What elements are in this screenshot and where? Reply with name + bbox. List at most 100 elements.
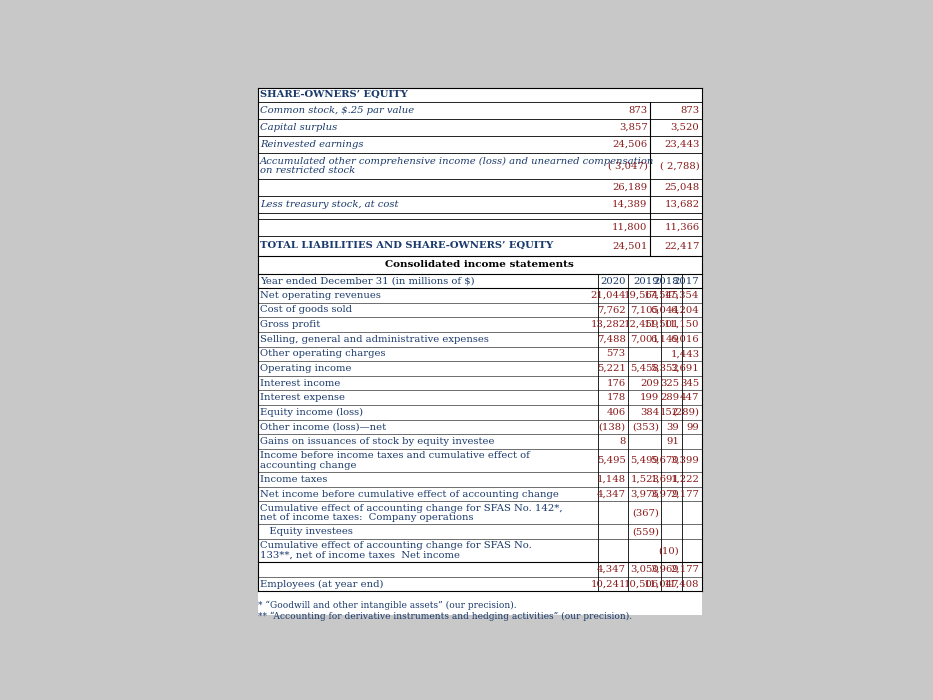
Text: 1,222: 1,222 — [671, 475, 700, 484]
Text: 5,221: 5,221 — [597, 364, 626, 373]
Text: Other income (loss)—net: Other income (loss)—net — [260, 423, 386, 431]
Text: 11,150: 11,150 — [664, 320, 700, 329]
Text: 2020: 2020 — [600, 276, 626, 286]
Text: Interest expense: Interest expense — [260, 393, 345, 402]
Text: Common stock, $.25 par value: Common stock, $.25 par value — [260, 106, 414, 115]
Text: 3,520: 3,520 — [671, 122, 700, 132]
Text: Less treasury stock, at cost: Less treasury stock, at cost — [260, 199, 398, 209]
Text: 17,354: 17,354 — [664, 291, 700, 300]
Text: Net income before cumulative effect of accounting change: Net income before cumulative effect of a… — [260, 489, 559, 498]
Text: 19,564: 19,564 — [624, 291, 659, 300]
Text: Other operating charges: Other operating charges — [260, 349, 385, 358]
Text: 24,501: 24,501 — [612, 241, 648, 250]
Text: SHARE-OWNERS’ EQUITY: SHARE-OWNERS’ EQUITY — [260, 90, 408, 99]
Text: 1,443: 1,443 — [670, 349, 700, 358]
Text: 6,044: 6,044 — [650, 305, 679, 314]
Text: 17,545: 17,545 — [644, 291, 679, 300]
Text: 13,682: 13,682 — [664, 199, 700, 209]
Text: Cumulative effect of accounting change for SFAS No.: Cumulative effect of accounting change f… — [260, 542, 532, 550]
Text: Employees (at year end): Employees (at year end) — [260, 580, 383, 589]
Text: 6,204: 6,204 — [671, 305, 700, 314]
Text: 325: 325 — [661, 379, 679, 388]
Text: 3,979: 3,979 — [650, 489, 679, 498]
Text: net of income taxes:  Company operations: net of income taxes: Company operations — [260, 513, 474, 522]
Text: 447: 447 — [680, 393, 700, 402]
Text: 5,352: 5,352 — [650, 364, 679, 373]
Text: 406: 406 — [606, 408, 626, 417]
Bar — [258, 88, 702, 615]
Text: 7,488: 7,488 — [597, 335, 626, 344]
Text: Cost of goods sold: Cost of goods sold — [260, 305, 352, 314]
Text: 11,408: 11,408 — [664, 580, 700, 589]
Text: 4,347: 4,347 — [597, 565, 626, 574]
Text: (289): (289) — [673, 408, 700, 417]
Text: 2,177: 2,177 — [671, 565, 700, 574]
Text: 289: 289 — [661, 393, 679, 402]
Text: Income before income taxes and cumulative effect of: Income before income taxes and cumulativ… — [260, 452, 530, 461]
Text: 23,443: 23,443 — [664, 139, 700, 148]
Text: on restricted stock: on restricted stock — [260, 166, 355, 175]
Text: 3,399: 3,399 — [671, 456, 700, 465]
Text: 8: 8 — [620, 438, 626, 446]
Text: 199: 199 — [640, 393, 659, 402]
Text: 384: 384 — [640, 408, 659, 417]
Text: 5,495: 5,495 — [597, 456, 626, 465]
Text: Reinvested earnings: Reinvested earnings — [260, 139, 364, 148]
Text: 11,501: 11,501 — [644, 320, 679, 329]
Text: 3,691: 3,691 — [671, 364, 700, 373]
Text: Accumulated other comprehensive income (loss) and unearned compensation: Accumulated other comprehensive income (… — [260, 156, 654, 166]
Text: 11,366: 11,366 — [664, 223, 700, 232]
Text: 12,459: 12,459 — [624, 320, 659, 329]
Text: Equity investees: Equity investees — [260, 527, 353, 536]
Text: 345: 345 — [680, 379, 700, 388]
Text: 1,691: 1,691 — [650, 475, 679, 484]
Text: 10,506: 10,506 — [624, 580, 659, 589]
Text: 10,241: 10,241 — [591, 580, 626, 589]
Text: Cumulative effect of accounting change for SFAS No. 142*,: Cumulative effect of accounting change f… — [260, 504, 563, 513]
Text: 2017: 2017 — [674, 276, 700, 286]
Text: 14,389: 14,389 — [612, 199, 648, 209]
Text: Year ended December 31 (in millions of $): Year ended December 31 (in millions of $… — [260, 276, 475, 286]
Text: 39: 39 — [666, 423, 679, 431]
Text: Income taxes: Income taxes — [260, 475, 327, 484]
Text: 6,016: 6,016 — [671, 335, 700, 344]
Text: 2019: 2019 — [634, 276, 659, 286]
Text: 2,177: 2,177 — [671, 489, 700, 498]
Text: 11,047: 11,047 — [644, 580, 679, 589]
Text: TOTAL LIABILITIES AND SHARE-OWNERS’ EQUITY: TOTAL LIABILITIES AND SHARE-OWNERS’ EQUI… — [260, 241, 553, 250]
Text: (353): (353) — [633, 423, 659, 431]
Text: accounting change: accounting change — [260, 461, 356, 470]
Text: 152: 152 — [660, 408, 679, 417]
Text: 3,857: 3,857 — [619, 122, 648, 132]
Text: 24,506: 24,506 — [612, 139, 648, 148]
Text: 13,282: 13,282 — [591, 320, 626, 329]
Text: 26,189: 26,189 — [612, 183, 648, 192]
Text: 5,670: 5,670 — [650, 456, 679, 465]
Text: ** “Accounting for derivative instruments and hedging activities” (our precision: ** “Accounting for derivative instrument… — [258, 612, 632, 621]
Text: 99: 99 — [687, 423, 700, 431]
Text: 1,148: 1,148 — [597, 475, 626, 484]
Text: Consolidated income statements: Consolidated income statements — [385, 260, 574, 270]
Text: 133**, net of income taxes  Net income: 133**, net of income taxes Net income — [260, 551, 460, 560]
Text: Selling, general and administrative expenses: Selling, general and administrative expe… — [260, 335, 489, 344]
Text: 209: 209 — [640, 379, 659, 388]
Text: 3,976: 3,976 — [631, 489, 659, 498]
Text: 6,149: 6,149 — [650, 335, 679, 344]
Text: 22,417: 22,417 — [664, 241, 700, 250]
Text: 3,050: 3,050 — [631, 565, 659, 574]
Text: 11,800: 11,800 — [612, 223, 648, 232]
Text: 91: 91 — [666, 438, 679, 446]
Text: 176: 176 — [606, 379, 626, 388]
Text: Equity income (loss): Equity income (loss) — [260, 408, 363, 417]
Text: ( 3,047): ( 3,047) — [607, 161, 648, 170]
Text: 178: 178 — [606, 393, 626, 402]
Text: 7,001: 7,001 — [631, 335, 659, 344]
Text: (10): (10) — [659, 546, 679, 555]
Text: 1,523: 1,523 — [631, 475, 659, 484]
Text: (138): (138) — [599, 423, 626, 431]
Text: Gross profit: Gross profit — [260, 320, 320, 329]
Text: 21,044: 21,044 — [591, 291, 626, 300]
Text: (559): (559) — [633, 527, 659, 536]
Text: 2018: 2018 — [654, 276, 679, 286]
Text: Net operating revenues: Net operating revenues — [260, 291, 381, 300]
